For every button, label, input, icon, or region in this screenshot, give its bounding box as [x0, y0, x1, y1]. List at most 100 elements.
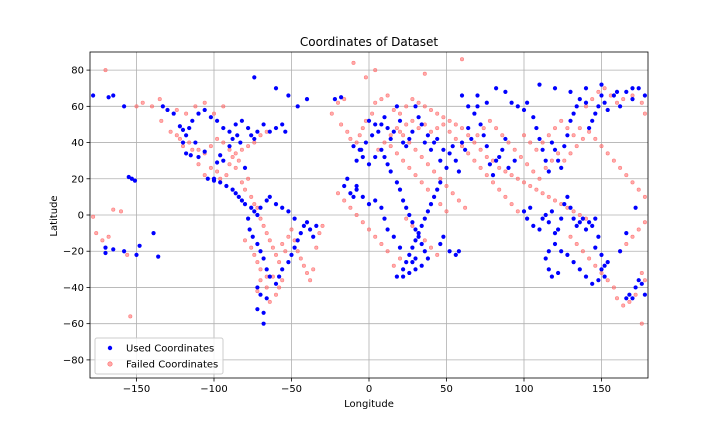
- failed-point: [379, 97, 384, 102]
- used-point: [339, 95, 344, 100]
- used-point: [559, 165, 564, 171]
- failed-point: [509, 173, 514, 178]
- used-point: [410, 220, 415, 225]
- failed-point: [311, 267, 316, 272]
- x-tick-label: 50: [440, 384, 453, 395]
- failed-point: [246, 144, 251, 149]
- used-point: [289, 252, 294, 257]
- failed-point: [258, 216, 263, 221]
- used-point: [416, 231, 421, 236]
- used-point: [630, 96, 635, 102]
- used-point: [549, 140, 555, 145]
- failed-point: [301, 263, 306, 268]
- failed-point: [351, 60, 356, 65]
- used-point: [187, 125, 192, 131]
- used-point: [246, 125, 251, 131]
- used-point: [397, 187, 403, 192]
- used-point: [614, 89, 620, 94]
- used-point: [590, 223, 595, 228]
- used-point: [543, 256, 548, 261]
- failed-point: [509, 202, 514, 207]
- x-tick-label: 150: [592, 384, 611, 395]
- used-point: [357, 147, 362, 152]
- used-point: [422, 216, 427, 221]
- used-point: [165, 107, 170, 113]
- used-point: [363, 140, 368, 145]
- used-point: [528, 205, 533, 210]
- used-point: [419, 122, 424, 127]
- used-point: [568, 118, 573, 123]
- failed-point: [264, 285, 269, 290]
- failed-point: [642, 220, 647, 225]
- used-point: [565, 252, 570, 257]
- failed-point: [233, 165, 238, 170]
- used-point: [180, 127, 186, 132]
- failed-point: [94, 231, 99, 236]
- used-point: [565, 194, 570, 199]
- failed-point: [639, 321, 644, 326]
- failed-point: [438, 176, 443, 181]
- used-point: [407, 212, 412, 218]
- failed-point: [487, 118, 492, 123]
- used-point: [252, 75, 257, 80]
- failed-point: [125, 252, 130, 257]
- used-point: [122, 104, 127, 109]
- used-point: [314, 223, 319, 228]
- failed-point: [174, 107, 179, 112]
- failed-point: [360, 220, 365, 225]
- failed-point: [128, 314, 133, 319]
- x-tick-label: −50: [281, 384, 302, 395]
- used-point: [218, 153, 223, 158]
- failed-point: [314, 245, 319, 250]
- failed-point: [540, 140, 545, 145]
- used-point: [298, 231, 303, 236]
- used-point: [196, 154, 201, 160]
- failed-point: [587, 129, 592, 134]
- failed-point: [255, 289, 260, 294]
- used-point: [435, 136, 440, 142]
- used-point: [126, 174, 131, 180]
- failed-point: [521, 180, 526, 185]
- used-point: [295, 238, 300, 243]
- failed-point: [521, 133, 526, 138]
- failed-point: [174, 133, 179, 138]
- legend-marker-failed: [107, 361, 113, 367]
- used-point: [342, 183, 347, 189]
- failed-point: [208, 144, 213, 149]
- failed-point: [472, 140, 477, 145]
- failed-point: [630, 93, 635, 98]
- used-point: [565, 133, 570, 138]
- used-point: [642, 292, 648, 297]
- failed-point: [574, 241, 579, 246]
- used-point: [419, 223, 424, 228]
- used-point: [413, 104, 418, 109]
- failed-point: [540, 191, 545, 196]
- failed-point: [416, 100, 421, 105]
- failed-point: [258, 278, 263, 283]
- failed-point: [614, 296, 619, 301]
- failed-point: [624, 241, 629, 246]
- used-point: [211, 176, 217, 181]
- used-point: [611, 93, 617, 98]
- used-point: [428, 202, 434, 207]
- used-point: [366, 118, 372, 123]
- failed-point: [497, 165, 502, 170]
- used-point: [218, 180, 223, 185]
- failed-point: [246, 176, 251, 181]
- failed-point: [335, 191, 340, 196]
- used-point: [447, 151, 452, 156]
- used-point: [475, 104, 480, 109]
- used-point: [466, 104, 471, 109]
- failed-point: [382, 140, 387, 145]
- used-point: [264, 296, 269, 301]
- failed-point: [388, 133, 393, 138]
- failed-point: [459, 57, 464, 62]
- failed-point: [391, 107, 396, 112]
- used-point: [397, 118, 403, 123]
- failed-point: [621, 303, 626, 308]
- used-point: [503, 89, 508, 94]
- used-point: [252, 136, 257, 142]
- used-point: [413, 238, 418, 243]
- used-point: [630, 86, 635, 91]
